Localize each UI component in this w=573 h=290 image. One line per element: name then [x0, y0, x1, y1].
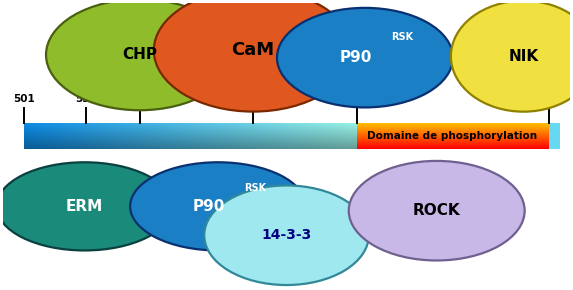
Text: 501: 501 [14, 94, 36, 104]
Text: CHP: CHP [122, 47, 157, 62]
Ellipse shape [277, 8, 453, 107]
Text: Domaine de phosphorylation: Domaine de phosphorylation [367, 130, 537, 141]
Ellipse shape [204, 186, 369, 285]
Text: CaM: CaM [231, 41, 274, 59]
Text: RSK: RSK [244, 183, 266, 193]
Ellipse shape [451, 1, 573, 112]
Text: 815: 815 [537, 94, 559, 104]
Text: 14-3-3: 14-3-3 [261, 228, 312, 242]
Ellipse shape [46, 0, 233, 110]
Text: 538: 538 [76, 94, 97, 104]
Text: 638: 638 [242, 94, 264, 104]
Text: P90: P90 [193, 199, 225, 214]
Ellipse shape [349, 161, 525, 260]
Text: 700: 700 [346, 94, 367, 104]
Text: ERM: ERM [66, 199, 103, 214]
Text: RSK: RSK [391, 32, 413, 42]
Text: ROCK: ROCK [413, 203, 461, 218]
Ellipse shape [154, 0, 352, 112]
Text: NIK: NIK [508, 49, 539, 64]
Ellipse shape [130, 162, 306, 251]
Text: P90: P90 [340, 50, 372, 65]
Text: 570: 570 [129, 94, 151, 104]
Ellipse shape [0, 162, 172, 251]
